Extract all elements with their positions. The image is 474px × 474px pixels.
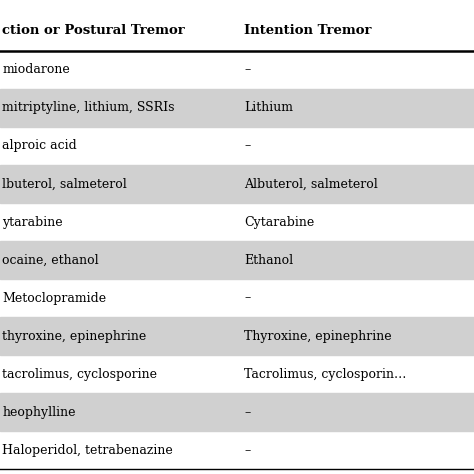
Text: Cytarabine: Cytarabine — [244, 216, 314, 228]
Text: Thyroxine, epinephrine: Thyroxine, epinephrine — [244, 329, 392, 343]
Bar — [0, 241, 474, 279]
Bar — [0, 89, 474, 127]
Text: lbuterol, salmeterol: lbuterol, salmeterol — [2, 177, 127, 191]
Text: mitriptyline, lithium, SSRIs: mitriptyline, lithium, SSRIs — [2, 101, 175, 114]
Bar — [0, 393, 474, 431]
Text: Metoclopramide: Metoclopramide — [2, 292, 107, 305]
Text: –: – — [244, 64, 250, 76]
Text: Tacrolimus, cyclosporin…: Tacrolimus, cyclosporin… — [244, 368, 407, 381]
Text: Intention Tremor: Intention Tremor — [244, 24, 372, 36]
Text: tacrolimus, cyclosporine: tacrolimus, cyclosporine — [2, 368, 157, 381]
Text: miodarone: miodarone — [2, 64, 70, 76]
Text: Ethanol: Ethanol — [244, 254, 293, 266]
Text: alproic acid: alproic acid — [2, 139, 77, 153]
Text: Albuterol, salmeterol: Albuterol, salmeterol — [244, 177, 378, 191]
Text: Haloperidol, tetrabenazine: Haloperidol, tetrabenazine — [2, 444, 173, 457]
Text: ocaine, ethanol: ocaine, ethanol — [2, 254, 99, 266]
Text: heophylline: heophylline — [2, 406, 76, 419]
Text: ytarabine: ytarabine — [2, 216, 63, 228]
Text: –: – — [244, 139, 250, 153]
Text: thyroxine, epinephrine: thyroxine, epinephrine — [2, 329, 146, 343]
Text: ction or Postural Tremor: ction or Postural Tremor — [2, 24, 185, 36]
Text: –: – — [244, 292, 250, 305]
Text: –: – — [244, 406, 250, 419]
Text: –: – — [244, 444, 250, 457]
Text: Lithium: Lithium — [244, 101, 293, 114]
Bar — [0, 9, 474, 51]
Bar — [0, 165, 474, 203]
Bar — [0, 317, 474, 355]
